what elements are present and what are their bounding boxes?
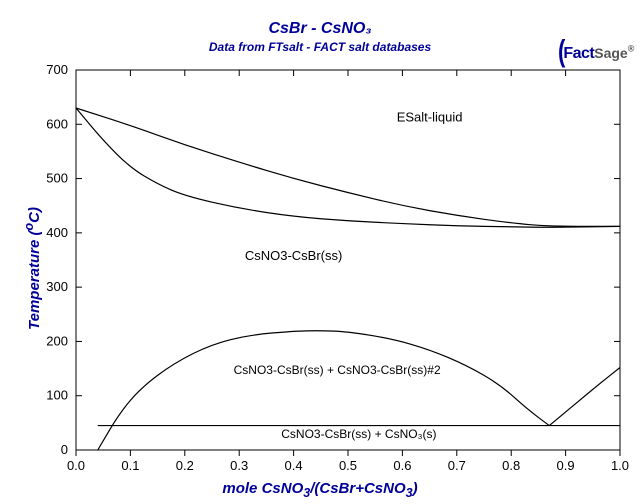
- plot-svg: 0.0 0.1 0.2 0.3 0.4 0.5 0.6 0.7 0.8 0.9 1.0 0 100 200…: [0, 0, 640, 504]
- region-label: CsNO3-CsBr(ss): [245, 248, 343, 263]
- region-label: CsNO3-CsBr(ss) + CsNO₃(s): [281, 427, 436, 441]
- y-tick-label: 700: [46, 62, 68, 77]
- x-tick-label: 0.9: [557, 458, 575, 473]
- liquidus-curve: [76, 108, 620, 226]
- y-tick-label: 300: [46, 279, 68, 294]
- x-tick-label: 0.8: [502, 458, 520, 473]
- y-tick-label: 0: [61, 442, 68, 457]
- x-tick-label: 0.4: [285, 458, 303, 473]
- region-label: ESalt-liquid: [397, 110, 463, 125]
- x-tick-label: 1.0: [611, 458, 629, 473]
- right-branch-curve: [549, 367, 620, 425]
- y-tick-label: 500: [46, 171, 68, 186]
- x-tick-label: 0.2: [176, 458, 194, 473]
- x-tick-label: 0.1: [121, 458, 139, 473]
- x-tick-label: 0.3: [230, 458, 248, 473]
- x-tick-label: 0.0: [67, 458, 85, 473]
- x-tick-label: 0.5: [339, 458, 357, 473]
- solidus-curve: [76, 108, 620, 227]
- region-label: CsNO3-CsBr(ss) + CsNO3-CsBr(ss)#2: [234, 363, 441, 377]
- y-tick-label: 600: [46, 116, 68, 131]
- y-tick-label: 100: [46, 388, 68, 403]
- y-tick-label: 400: [46, 225, 68, 240]
- x-tick-label: 0.6: [393, 458, 411, 473]
- y-tick-label: 200: [46, 333, 68, 348]
- x-tick-label: 0.7: [448, 458, 466, 473]
- phase-diagram-chart: CsBr - CsNO₃ Data from FTsalt - FACT sal…: [0, 0, 640, 504]
